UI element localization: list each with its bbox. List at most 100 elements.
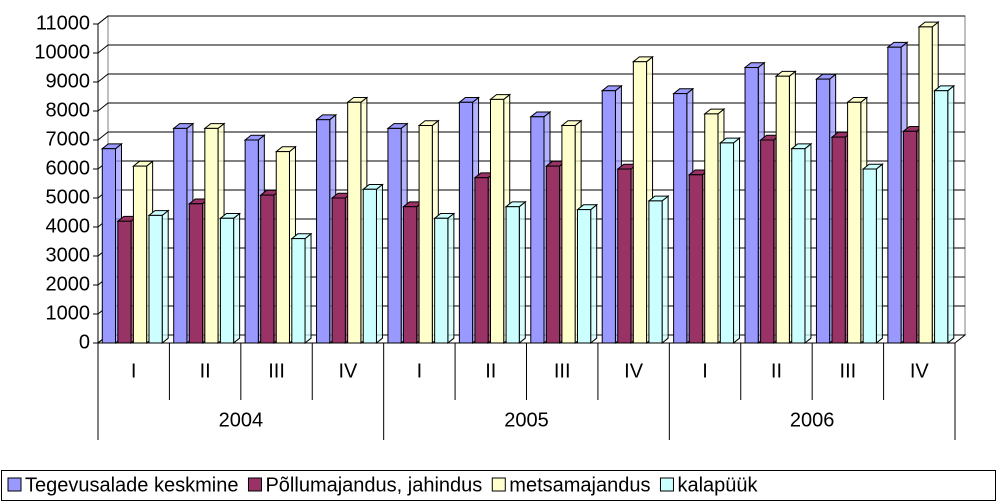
grid-line [97,44,965,54]
bar-side [304,232,312,345]
bar [718,137,741,345]
legend-swatch [247,477,262,492]
bar-front [275,151,290,344]
bar-side [804,142,812,345]
bar-front [632,61,648,344]
bar-side [875,163,883,345]
y-tick-label: 4000 [46,215,91,237]
bar-front [347,101,362,344]
y-tick-label: 6000 [46,157,91,179]
bar-side [518,200,526,345]
bar-front [316,119,331,344]
bar-front [561,125,576,344]
bar-front [260,194,275,344]
bar-front [132,165,148,344]
bar-front [934,90,949,344]
bar-side [447,212,455,345]
bar [647,195,670,345]
legend-swatch [491,477,506,492]
bar-side [233,212,241,345]
bar-front [474,177,489,344]
bar-front [847,101,862,344]
bar-front [887,46,902,344]
bar-side [947,84,955,345]
x-tick-label: III [268,360,285,382]
y-tick-label: 1000 [46,302,91,324]
bar-side [733,137,741,345]
bar-front [601,90,616,344]
y-tick-label: 5000 [46,186,91,208]
x-tick-label: II [200,360,211,382]
x-tick-label: I [702,360,708,382]
bar-front [458,101,474,344]
bar [861,163,884,345]
bar-front [148,214,163,344]
legend-label: Põllumajandus, jahindus [265,474,482,496]
bar-front [576,209,592,344]
bar [504,200,527,345]
bar-front [117,220,132,344]
bar-side [661,195,669,345]
bar-front [403,206,418,344]
bar-front [760,139,775,344]
x-tick-label: II [485,360,496,382]
group-label: 2004 [219,409,264,431]
y-tick-label: 7000 [46,128,91,150]
x-tick-label: IV [910,360,930,382]
y-tick-label: 3000 [46,244,91,266]
bar-side [375,183,383,345]
group-label: 2005 [504,409,549,431]
bar-front [719,142,735,344]
y-tick-label: 8000 [46,99,91,121]
bar-front [219,217,235,344]
legend-swatch [659,477,674,492]
x-tick-label: I [417,360,423,382]
bar-front [530,116,545,344]
y-tick-label: 11000 [36,12,90,34]
bar-front [862,168,877,344]
y-tick-label: 9000 [46,70,91,92]
bar [290,232,313,345]
bar-front [331,197,346,344]
x-tick-label: IV [624,360,644,382]
bar-front [775,75,790,344]
bar-front [831,136,846,344]
bar-front [673,93,688,344]
bar [433,212,456,345]
bar-front [791,148,806,344]
x-tick-label: III [840,360,857,382]
bar [790,142,813,345]
bar-front [204,127,219,344]
grid-line [97,15,965,25]
grid-line [97,73,965,83]
bar-front [545,165,561,344]
x-tick-label: II [771,360,782,382]
bar [218,212,242,345]
bar-front [188,203,203,344]
legend-label: metsamajandus [509,474,650,496]
bar-front [617,168,632,344]
y-tick-label: 0 [79,331,90,353]
bar-front [688,174,703,344]
bar-front [244,139,259,344]
bar-front [902,130,918,344]
bar-front [434,217,449,344]
bar [361,183,384,345]
bar-front [362,188,377,344]
bar-front [815,78,831,344]
bar [147,209,170,345]
bar-front [648,200,663,344]
bar-front [490,98,505,344]
bar-front [418,125,433,344]
legend-swatch [7,477,22,492]
bar-front [704,113,719,344]
bar-front [744,67,759,344]
bar-side [590,203,598,345]
group-label: 2006 [790,409,835,431]
x-tick-label: IV [339,360,359,382]
y-tick-label: 2000 [46,273,91,295]
bar-front [291,238,306,344]
legend-label: kalapüük [677,474,758,496]
x-tick-label: I [131,360,137,382]
